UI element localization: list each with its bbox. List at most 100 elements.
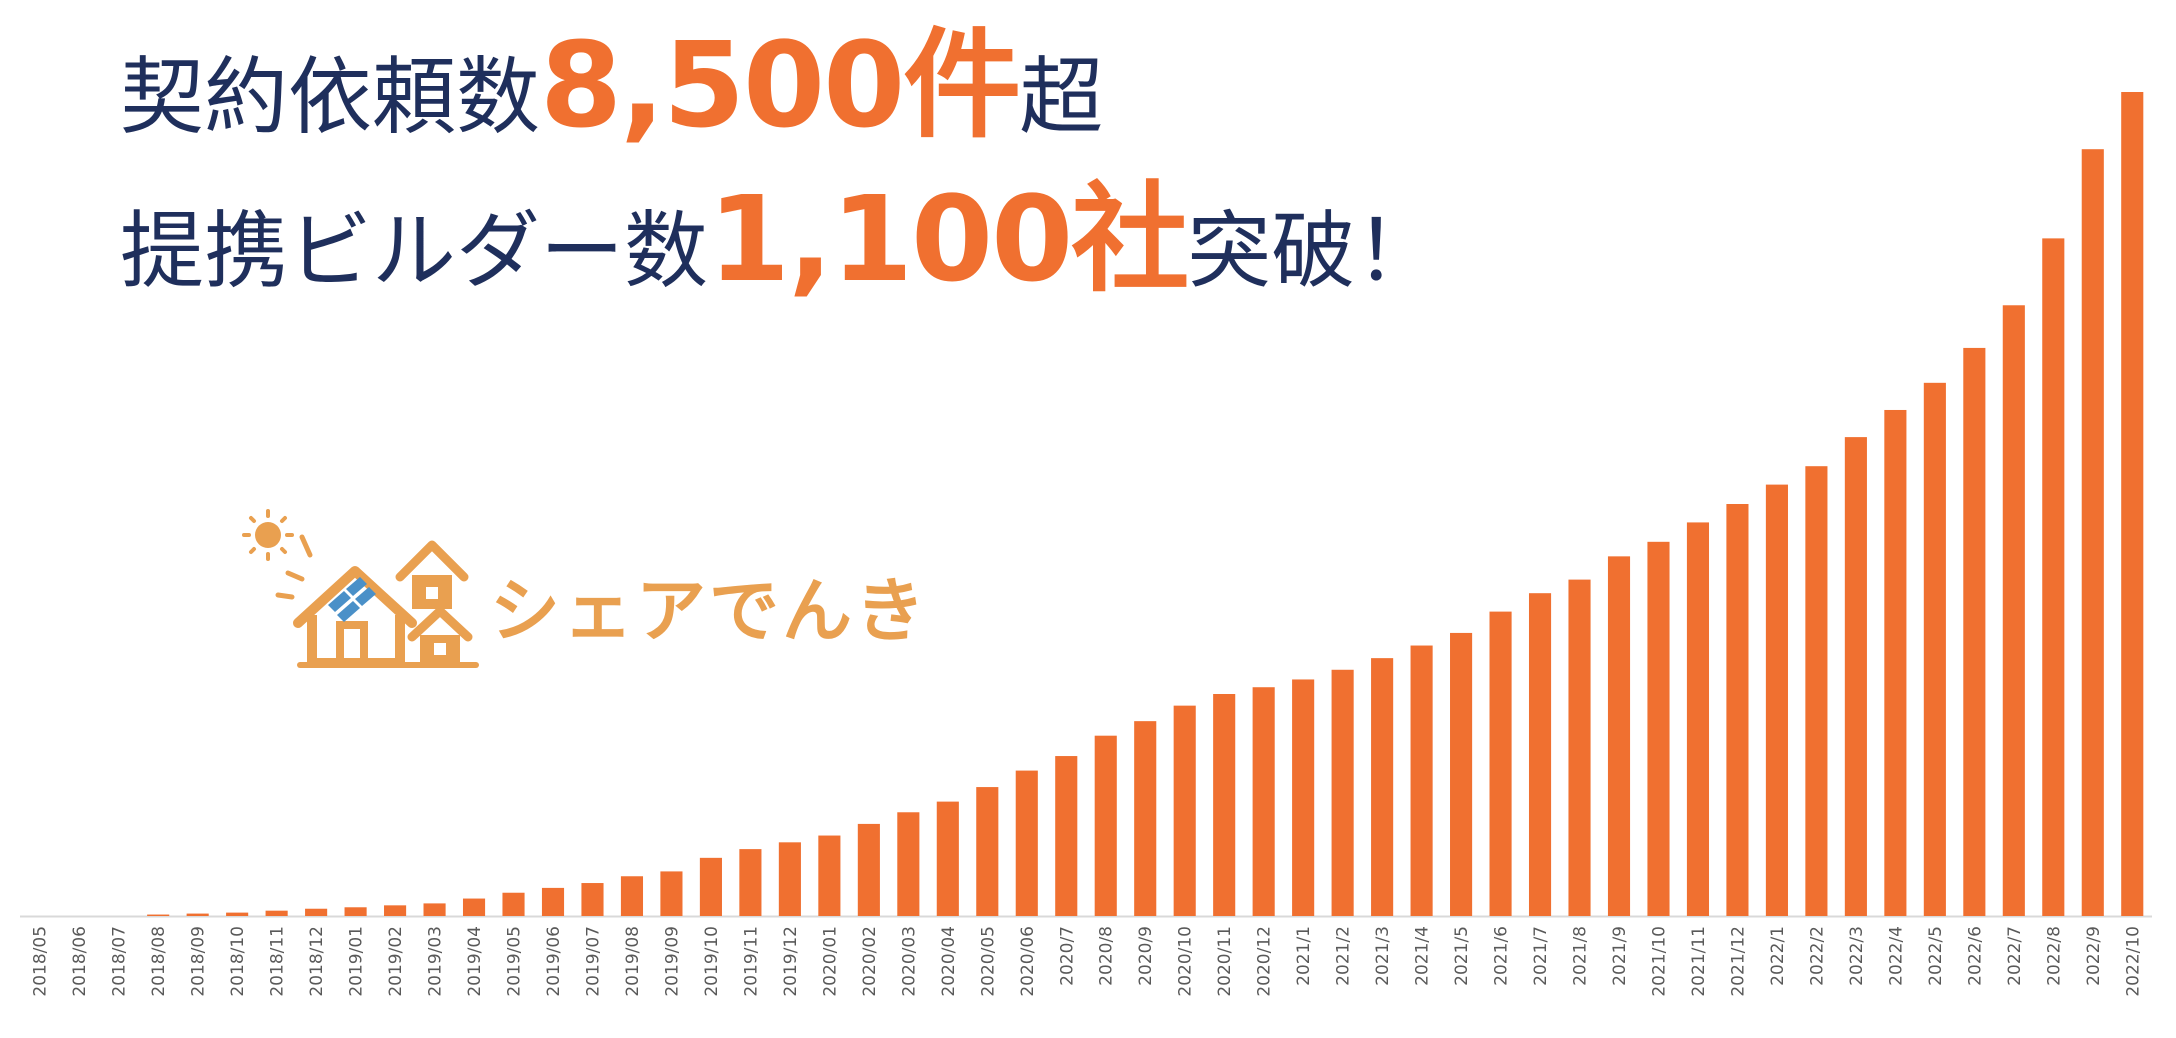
x-tick-label: 2021/12	[1728, 926, 1748, 997]
x-tick-label: 2018/09	[189, 926, 209, 997]
solar-panel-icon	[328, 577, 376, 622]
x-tick-label: 2019/10	[702, 926, 722, 997]
x-tick-label: 2019/09	[662, 926, 682, 997]
headline-1-prefix: 契約依頼数	[120, 48, 541, 146]
headline-2-suffix: 突破！	[1187, 202, 1440, 300]
bar-2021-3	[1371, 658, 1394, 916]
bar-2022-4	[1884, 409, 1907, 916]
bar-2018-10	[226, 912, 249, 916]
bar-2022-5	[1923, 382, 1946, 916]
x-tick-label: 2022/9	[2084, 926, 2104, 986]
x-tick-label: 2020/01	[820, 926, 840, 997]
bar-2021-10	[1647, 541, 1670, 916]
x-tick-label: 2022/6	[1965, 926, 1985, 986]
x-tick-label: 2022/10	[2123, 926, 2143, 997]
x-tick-label: 2021/6	[1492, 926, 1512, 986]
x-tick-label: 2020/10	[1176, 926, 1196, 997]
x-tick-label: 2019/07	[583, 926, 603, 997]
bar-2022-1	[1765, 484, 1788, 916]
x-tick-label: 2019/05	[505, 926, 525, 997]
bar-2020-10	[1173, 705, 1196, 916]
bar-2022-9	[2081, 149, 2104, 916]
bar-2021-6	[1489, 611, 1512, 916]
bar-2020-02	[857, 823, 880, 916]
x-tick-label: 2021/3	[1373, 926, 1393, 986]
x-tick-label: 2022/5	[1926, 926, 1946, 986]
x-tick-label: 2022/4	[1886, 926, 1906, 986]
bar-2022-6	[1963, 347, 1986, 916]
bar-2021-8	[1568, 579, 1591, 916]
house-icon	[293, 540, 479, 668]
bar-2021-7	[1528, 593, 1552, 916]
bar-2020-06	[1015, 770, 1038, 916]
x-tick-label: 2018/11	[268, 926, 288, 997]
bar-2022-3	[1844, 437, 1867, 916]
bar-2020-04	[936, 801, 959, 916]
x-tick-label: 2020/05	[978, 926, 998, 997]
x-tick-label: 2020/7	[1057, 926, 1077, 986]
headline-1-suffix: 超	[1019, 48, 1104, 146]
x-tick-label: 2022/2	[1807, 926, 1827, 986]
bar-2018-12	[305, 908, 328, 916]
bar-2022-2	[1805, 466, 1828, 916]
x-tick-label: 2018/05	[31, 926, 51, 997]
x-tick-label: 2018/08	[149, 926, 169, 997]
bar-2021-4	[1410, 645, 1433, 916]
bar-2019-09	[660, 871, 683, 916]
bar-2020-01	[818, 835, 841, 916]
bar-2019-03	[423, 903, 446, 916]
x-tick-label: 2020/9	[1136, 926, 1156, 986]
bar-2021-9	[1607, 556, 1631, 916]
x-tick-label: 2019/02	[386, 926, 406, 997]
bar-2019-08	[620, 876, 644, 916]
bar-2019-04	[462, 898, 486, 916]
bar-2022-8	[2042, 238, 2065, 916]
bar-2020-12	[1252, 687, 1275, 916]
bar-2019-11	[739, 849, 762, 916]
x-tick-label: 2019/03	[426, 926, 446, 997]
headline-line-1: 契約依頼数8,500件超	[120, 26, 1103, 144]
bar-2019-07	[581, 883, 604, 916]
x-tick-label: 2020/04	[939, 926, 959, 997]
x-tick-label: 2022/8	[2044, 926, 2064, 986]
bar-2019-06	[541, 887, 565, 916]
x-tick-label: 2021/8	[1571, 926, 1591, 986]
x-tick-label: 2019/11	[741, 926, 761, 997]
x-tick-label: 2020/02	[860, 926, 880, 997]
x-tick-label: 2021/11	[1689, 926, 1709, 997]
headline-2-highlight: 1,100社	[708, 170, 1189, 308]
headline-line-2: 提携ビルダー数1,100社突破！	[120, 180, 1439, 298]
bar-2021-1	[1292, 679, 1315, 916]
bar-2019-01	[344, 907, 367, 916]
bar-2020-7	[1055, 756, 1078, 916]
headline-1-highlight: 8,500件	[540, 16, 1021, 154]
bar-2018-08	[147, 914, 170, 916]
x-tick-label: 2020/03	[899, 926, 919, 997]
x-tick-label: 2022/1	[1768, 926, 1788, 986]
bar-2020-03	[897, 812, 920, 916]
x-tick-label: 2019/08	[623, 926, 643, 997]
bar-2019-12	[778, 842, 801, 916]
bar-2021-11	[1686, 522, 1710, 916]
x-tick-label: 2018/06	[70, 926, 90, 997]
sun-icon	[242, 509, 313, 600]
x-tick-label: 2020/12	[1255, 926, 1275, 997]
x-tick-label: 2020/11	[1215, 926, 1235, 997]
bar-2022-7	[2002, 305, 2025, 916]
bar-2020-8	[1094, 735, 1117, 916]
bar-2019-02	[384, 905, 407, 916]
x-tick-label: 2019/01	[347, 926, 367, 997]
headline-2-prefix: 提携ビルダー数	[120, 202, 709, 300]
share-denki-logo	[242, 509, 479, 668]
x-tick-label: 2021/10	[1649, 926, 1669, 997]
x-tick-label: 2018/07	[110, 926, 130, 997]
x-tick-label: 2021/9	[1610, 926, 1630, 986]
bar-2018-09	[186, 913, 209, 916]
x-tick-label: 2019/06	[544, 926, 564, 997]
bar-2022-10	[2121, 92, 2144, 916]
x-tick-label: 2020/06	[1018, 926, 1038, 997]
bar-2020-11	[1213, 694, 1236, 916]
x-tick-label: 2022/3	[1847, 926, 1867, 986]
logo-wordmark: シェアでんき	[490, 570, 928, 652]
